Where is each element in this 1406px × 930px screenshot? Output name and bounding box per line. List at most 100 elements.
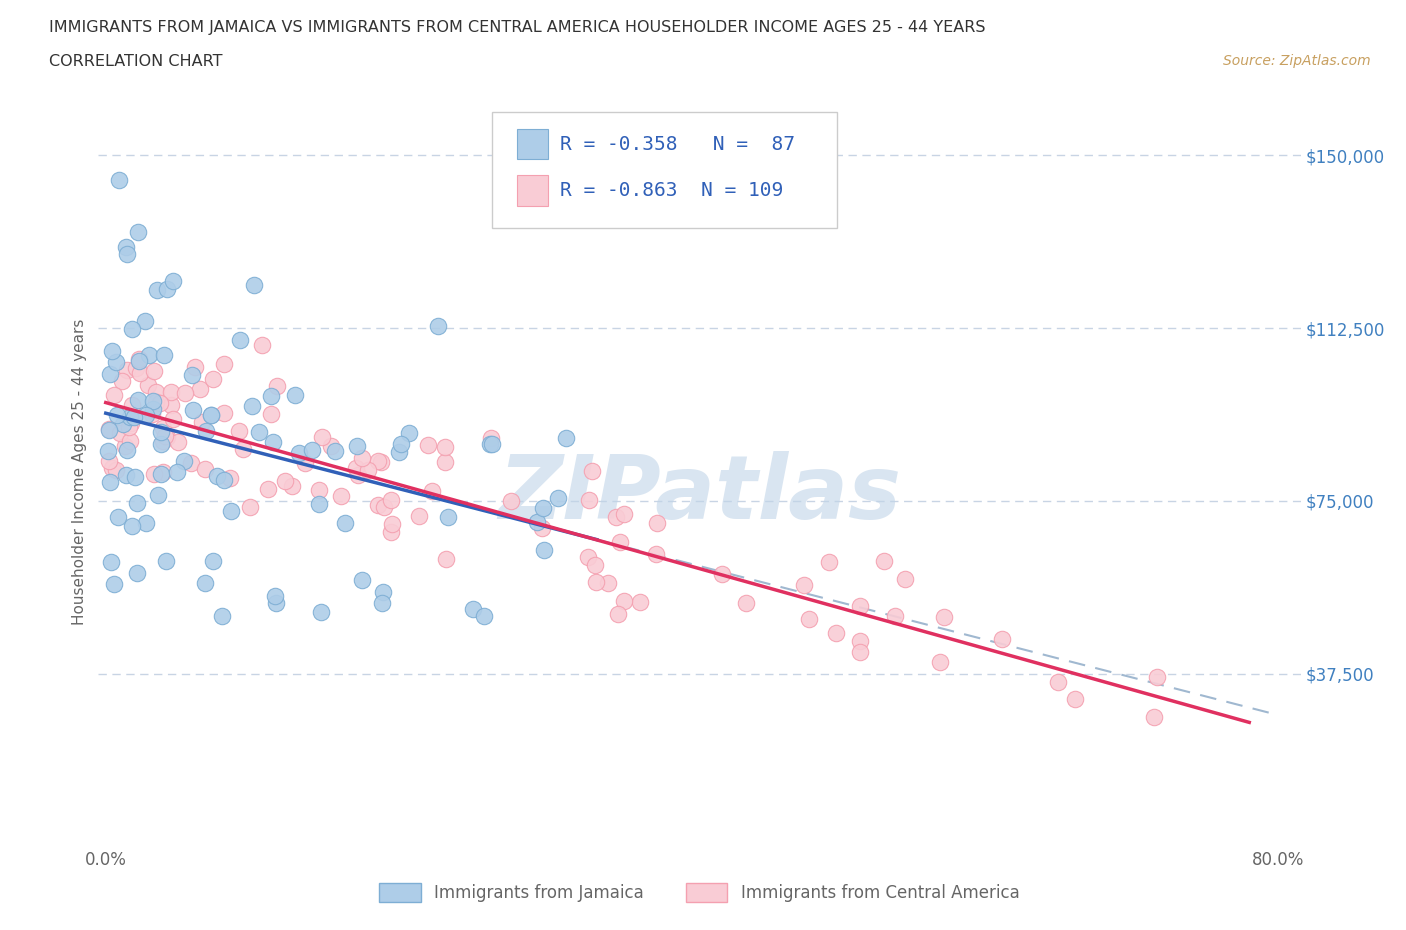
Point bbox=[578, 493, 600, 508]
Point bbox=[893, 572, 915, 587]
Point bbox=[287, 445, 309, 460]
Point bbox=[501, 494, 523, 509]
Point bbox=[243, 277, 266, 292]
Point bbox=[321, 439, 343, 454]
Point bbox=[120, 416, 142, 431]
Point bbox=[194, 423, 217, 438]
Point bbox=[281, 479, 304, 494]
Point bbox=[533, 542, 555, 557]
Point bbox=[373, 585, 395, 600]
Point bbox=[101, 343, 124, 358]
Point bbox=[284, 387, 307, 402]
Text: R = -0.863  N = 109: R = -0.863 N = 109 bbox=[560, 181, 783, 200]
Point bbox=[264, 596, 287, 611]
Point bbox=[408, 509, 430, 524]
Point bbox=[100, 554, 122, 569]
Point bbox=[416, 437, 439, 452]
Point bbox=[335, 516, 357, 531]
Point bbox=[128, 365, 150, 380]
Point bbox=[117, 419, 139, 434]
Point bbox=[201, 553, 224, 568]
Point bbox=[105, 407, 128, 422]
Point bbox=[100, 474, 122, 489]
Point bbox=[156, 430, 179, 445]
Point bbox=[347, 467, 370, 482]
Point bbox=[121, 518, 143, 533]
Point bbox=[380, 525, 402, 539]
Point bbox=[162, 412, 184, 427]
Point bbox=[352, 450, 374, 465]
Point bbox=[155, 553, 177, 568]
Point bbox=[114, 439, 136, 454]
Point bbox=[138, 347, 160, 362]
Point bbox=[1143, 710, 1166, 724]
Point bbox=[526, 515, 548, 530]
Point bbox=[112, 417, 135, 432]
Point bbox=[145, 384, 167, 399]
Point bbox=[146, 283, 169, 298]
Point bbox=[301, 443, 323, 458]
Point bbox=[142, 402, 165, 417]
Point bbox=[166, 465, 188, 480]
Point bbox=[114, 468, 136, 483]
Point bbox=[628, 595, 651, 610]
Point bbox=[273, 473, 295, 488]
Point bbox=[357, 462, 380, 477]
Y-axis label: Householder Income Ages 25 - 44 years: Householder Income Ages 25 - 44 years bbox=[72, 319, 87, 625]
Point bbox=[309, 605, 332, 620]
Point bbox=[98, 422, 121, 437]
Point bbox=[849, 599, 872, 614]
Point bbox=[160, 397, 183, 412]
Point bbox=[1146, 670, 1168, 684]
Point bbox=[262, 435, 284, 450]
Point bbox=[613, 594, 636, 609]
Point bbox=[173, 453, 195, 468]
Point bbox=[644, 546, 666, 561]
Point bbox=[607, 606, 630, 621]
Point bbox=[122, 409, 145, 424]
Point bbox=[585, 575, 607, 590]
Point bbox=[108, 426, 131, 441]
Point bbox=[200, 407, 222, 422]
Point bbox=[240, 398, 263, 413]
Point bbox=[554, 431, 576, 445]
Point bbox=[583, 557, 606, 572]
Point bbox=[115, 443, 138, 458]
Point bbox=[249, 424, 271, 439]
Point bbox=[531, 501, 554, 516]
Point bbox=[118, 433, 141, 448]
Point bbox=[211, 608, 233, 623]
Point bbox=[373, 500, 395, 515]
Point bbox=[329, 488, 352, 503]
Point bbox=[381, 516, 404, 531]
Point bbox=[266, 379, 288, 393]
Point bbox=[420, 484, 443, 498]
Legend: Immigrants from Jamaica, Immigrants from Central America: Immigrants from Jamaica, Immigrants from… bbox=[373, 876, 1026, 910]
Point bbox=[104, 354, 127, 369]
Point bbox=[883, 609, 905, 624]
Point bbox=[142, 393, 165, 408]
Point bbox=[605, 509, 627, 524]
Point bbox=[97, 422, 120, 437]
Point bbox=[219, 471, 242, 485]
Point bbox=[260, 389, 283, 404]
Point bbox=[346, 439, 368, 454]
Point bbox=[127, 565, 149, 580]
Point bbox=[212, 405, 235, 420]
Point bbox=[609, 535, 631, 550]
Point bbox=[160, 384, 183, 399]
Point bbox=[1063, 692, 1085, 707]
Point bbox=[142, 466, 165, 481]
Point bbox=[934, 609, 956, 624]
Point bbox=[181, 403, 204, 418]
Point bbox=[141, 406, 163, 421]
Point bbox=[152, 433, 174, 448]
Point bbox=[184, 360, 207, 375]
Point bbox=[710, 566, 733, 581]
Point bbox=[124, 470, 146, 485]
Point bbox=[478, 436, 501, 451]
Point bbox=[149, 424, 172, 439]
Point bbox=[127, 225, 149, 240]
Point bbox=[380, 493, 402, 508]
Point bbox=[128, 352, 150, 366]
